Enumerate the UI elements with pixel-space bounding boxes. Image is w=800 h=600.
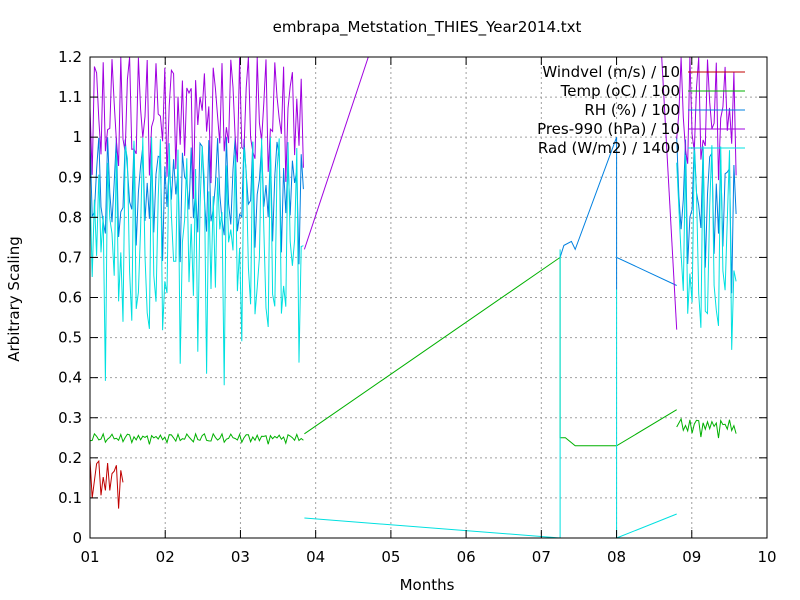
legend-entry-label: Rad (W/m2) / 1400 [538, 139, 680, 157]
y-tick-label: 0.3 [58, 409, 82, 427]
y-tick-label: 0.7 [58, 248, 82, 266]
x-tick-label: 08 [607, 548, 626, 566]
x-tick-label: 09 [682, 548, 701, 566]
legend-entry-label: Pres-990 (hPa) / 10 [537, 120, 680, 138]
series-line [89, 137, 304, 386]
x-tick-label: 06 [457, 548, 476, 566]
y-tick-label: 1.2 [58, 48, 82, 66]
series-line [304, 249, 677, 539]
series-line [661, 56, 678, 330]
y-tick-label: 0.2 [58, 449, 82, 467]
chart-title: embrapa_Metstation_THIES_Year2014.txt [273, 18, 582, 37]
x-tick-label: 04 [306, 548, 325, 566]
series-line [89, 56, 304, 199]
series-3 [89, 56, 737, 330]
y-tick-label: 0.5 [58, 329, 82, 347]
y-tick-label: 0.4 [58, 369, 82, 387]
y-tick-label: 0.9 [58, 168, 82, 186]
series-line [676, 417, 737, 439]
y-tick-label: 0.1 [58, 489, 82, 507]
x-tick-label: 07 [532, 548, 551, 566]
series-line [89, 459, 124, 509]
y-tick-label: 1.1 [58, 88, 82, 106]
x-tick-label: 03 [231, 548, 250, 566]
legend-entry-label: Temp (oC) / 100 [560, 82, 680, 100]
y-axis-label: Arbitrary Scaling [5, 236, 23, 362]
x-tick-label: 01 [80, 548, 99, 566]
x-axis-label: Months [400, 576, 455, 594]
series-line [303, 56, 369, 250]
x-tick-label: 10 [757, 548, 776, 566]
legend-entry-label: RH (%) / 100 [584, 101, 680, 119]
series-line [676, 145, 737, 350]
y-tick-label: 0 [72, 529, 82, 547]
y-tick-label: 0.8 [58, 208, 82, 226]
legend-entry-label: Windvel (m/s) / 10 [542, 63, 680, 81]
x-tick-label: 05 [381, 548, 400, 566]
y-tick-label: 0.6 [58, 289, 82, 307]
series-line [676, 56, 737, 181]
series-line [559, 137, 677, 290]
axis-ticks: 0 0.1 0.2 0.3 0.4 0.5 0.6 0.7 0.8 0.9 1 1.1 1.2 01 02 0… [58, 48, 776, 566]
x-tick-label: 02 [156, 548, 175, 566]
y-tick-label: 1 [72, 128, 82, 146]
series-line [89, 432, 304, 445]
